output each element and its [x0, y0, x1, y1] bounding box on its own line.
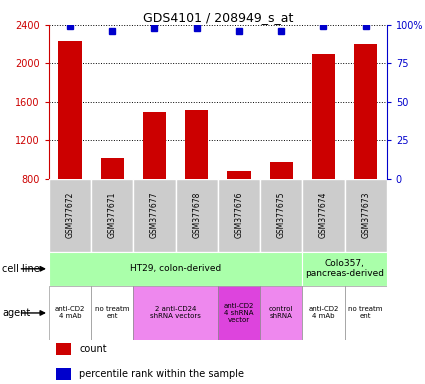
Bar: [133, 179, 176, 252]
Bar: [143, 112, 166, 179]
Text: GSM377674: GSM377674: [319, 192, 328, 238]
Text: control
shRNA: control shRNA: [269, 306, 293, 319]
Text: 2 anti-CD24
shRNA vectors: 2 anti-CD24 shRNA vectors: [150, 306, 201, 319]
Bar: [260, 286, 302, 340]
Bar: [56, 367, 71, 380]
Bar: [354, 44, 377, 179]
Bar: [133, 286, 218, 340]
Text: Colo357,
pancreas-derived: Colo357, pancreas-derived: [305, 259, 384, 278]
Bar: [312, 54, 335, 179]
Bar: [345, 286, 387, 340]
Bar: [260, 179, 302, 252]
Bar: [101, 159, 124, 179]
Text: cell line: cell line: [2, 264, 40, 274]
Bar: [91, 179, 133, 252]
Bar: [227, 171, 251, 179]
Text: GSM377671: GSM377671: [108, 192, 117, 238]
Bar: [49, 286, 91, 340]
Text: HT29, colon-derived: HT29, colon-derived: [130, 264, 221, 273]
Bar: [176, 179, 218, 252]
Title: GDS4101 / 208949_s_at: GDS4101 / 208949_s_at: [143, 11, 293, 24]
Bar: [269, 162, 293, 179]
Bar: [56, 343, 71, 355]
Text: GSM377676: GSM377676: [235, 192, 244, 238]
Text: agent: agent: [2, 308, 30, 318]
Text: anti-CD2
4 mAb: anti-CD2 4 mAb: [308, 306, 339, 319]
Bar: [91, 286, 133, 340]
Bar: [218, 179, 260, 252]
Bar: [185, 111, 208, 179]
Text: GSM377677: GSM377677: [150, 192, 159, 238]
Bar: [302, 286, 345, 340]
Text: anti-CD2
4 shRNA
vector: anti-CD2 4 shRNA vector: [224, 303, 254, 323]
Text: count: count: [79, 344, 107, 354]
Bar: [49, 252, 302, 286]
Text: no treatm
ent: no treatm ent: [348, 306, 383, 319]
Bar: [302, 179, 345, 252]
Text: anti-CD2
4 mAb: anti-CD2 4 mAb: [55, 306, 85, 319]
Bar: [58, 41, 82, 179]
Text: GSM377675: GSM377675: [277, 192, 286, 238]
Text: percentile rank within the sample: percentile rank within the sample: [79, 369, 244, 379]
Text: GSM377672: GSM377672: [65, 192, 74, 238]
Bar: [218, 286, 260, 340]
Bar: [302, 252, 387, 286]
Bar: [345, 179, 387, 252]
Text: GSM377678: GSM377678: [192, 192, 201, 238]
Text: GSM377673: GSM377673: [361, 192, 370, 238]
Bar: [49, 179, 91, 252]
Text: no treatm
ent: no treatm ent: [95, 306, 130, 319]
